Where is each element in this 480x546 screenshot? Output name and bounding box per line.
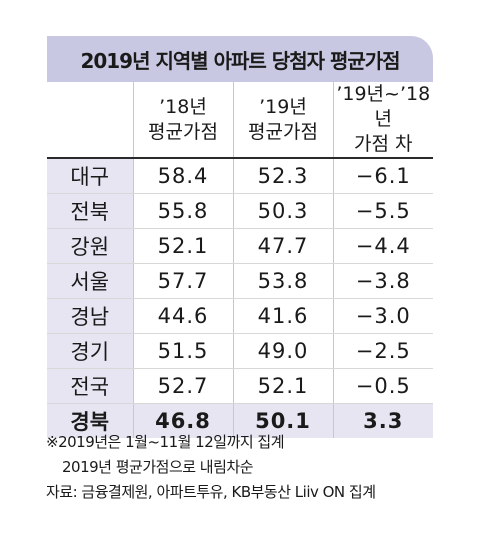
header-row: ’18년 평균가점 ’19년 평균가점 ’19년~’18년 가점 차 [47, 82, 433, 159]
region-cell: 전국 [47, 368, 133, 404]
table-row: 대구 58.4 52.3 −6.1 [47, 158, 433, 194]
score-2019-cell: 52.3 [232, 158, 333, 194]
region-cell: 경기 [47, 333, 133, 369]
region-cell: 대구 [47, 158, 133, 194]
score-2018-cell: 44.6 [132, 298, 233, 334]
table-row: 서울 57.7 53.8 −3.8 [47, 263, 433, 299]
score-diff-cell: −2.5 [332, 333, 433, 369]
source-note: 자료: 금융결제원, 아파트투유, KB부동산 Liiv ON 집계 [46, 483, 376, 501]
score-diff-cell: −5.5 [332, 193, 433, 229]
table-row: 경남 44.6 41.6 −3.0 [47, 298, 433, 334]
header-diff: ’19년~’18년 가점 차 [332, 82, 433, 159]
table-row: 경기 51.5 49.0 −2.5 [47, 333, 433, 369]
score-2018-cell: 58.4 [132, 158, 233, 194]
score-2018-cell: 55.8 [132, 193, 233, 229]
score-2019-cell: 50.3 [232, 193, 333, 229]
region-cell: 경남 [47, 298, 133, 334]
header-2019-line1: ’19년 [259, 95, 307, 118]
header-2018-avg: ’18년 평균가점 [132, 82, 233, 159]
score-diff-cell: 3.3 [332, 403, 433, 438]
score-2019-cell: 41.6 [232, 298, 333, 334]
header-corner [47, 82, 133, 159]
table-row: 전국 52.7 52.1 −0.5 [47, 368, 433, 404]
footnotes: ※2019년은 1월~11월 12일까지 집계 2019년 평균가점으로 내림차… [46, 430, 466, 505]
region-cell: 전북 [47, 193, 133, 229]
score-diff-cell: −3.8 [332, 263, 433, 299]
table-row: 강원 52.1 47.7 −4.4 [47, 228, 433, 264]
score-2019-cell: 52.1 [232, 368, 333, 404]
region-cell: 강원 [47, 228, 133, 264]
header-2018-line2: 평균가점 [148, 120, 218, 143]
score-2018-cell: 46.8 [132, 403, 233, 438]
score-diff-cell: −6.1 [332, 158, 433, 194]
table-row: 전북 55.8 50.3 −5.5 [47, 193, 433, 229]
header-2018-line1: ’18년 [159, 95, 207, 118]
footnote-sort: 2019년 평균가점으로 내림차순 [62, 458, 254, 476]
region-cell: 경북 [47, 403, 133, 438]
header-diff-line2: 가점 차 [354, 133, 413, 155]
score-2019-cell: 53.8 [232, 263, 333, 299]
table-title: 2019년 지역별 아파트 당첨자 평균가점 [47, 36, 433, 82]
score-diff-cell: −3.0 [332, 298, 433, 334]
score-2019-cell: 50.1 [232, 403, 333, 438]
score-2018-cell: 52.7 [132, 368, 233, 404]
header-diff-line1: ’19년~’18년 [336, 83, 431, 130]
score-2018-cell: 52.1 [132, 228, 233, 264]
header-2019-avg: ’19년 평균가점 [232, 82, 333, 159]
score-2019-cell: 47.7 [232, 228, 333, 264]
score-diff-cell: −4.4 [332, 228, 433, 264]
score-2018-cell: 51.5 [132, 333, 233, 369]
score-2019-cell: 49.0 [232, 333, 333, 369]
footnote-period: ※2019년은 1월~11월 12일까지 집계 [46, 433, 285, 451]
header-2019-line2: 평균가점 [248, 120, 318, 143]
score-diff-cell: −0.5 [332, 368, 433, 404]
score-2018-cell: 57.7 [132, 263, 233, 299]
table-row-highlighted: 경북 46.8 50.1 3.3 [47, 403, 433, 438]
region-cell: 서울 [47, 263, 133, 299]
score-table: ’18년 평균가점 ’19년 평균가점 ’19년~’18년 가점 차 대구 58… [47, 82, 433, 438]
